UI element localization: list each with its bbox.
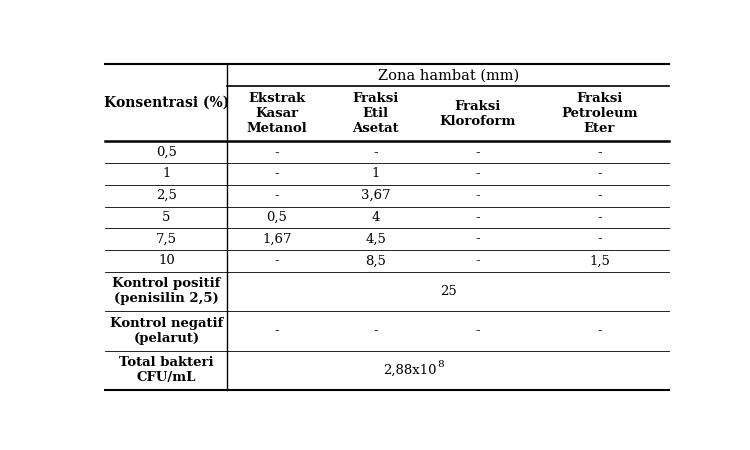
Text: -: - (475, 189, 480, 202)
Text: -: - (597, 233, 602, 246)
Text: 5: 5 (162, 211, 170, 224)
Text: 2,88x10: 2,88x10 (383, 364, 436, 377)
Text: -: - (475, 233, 480, 246)
Text: 10: 10 (158, 254, 175, 267)
Text: 3,67: 3,67 (361, 189, 391, 202)
Text: Konsentrasi (%): Konsentrasi (%) (104, 96, 229, 110)
Text: -: - (475, 167, 480, 180)
Text: 25: 25 (440, 285, 457, 298)
Text: 4,5: 4,5 (365, 233, 386, 246)
Text: 8,5: 8,5 (365, 254, 386, 267)
Text: Total bakteri
CFU/mL: Total bakteri CFU/mL (119, 356, 214, 384)
Text: -: - (475, 254, 480, 267)
Text: 0,5: 0,5 (266, 211, 287, 224)
Text: -: - (597, 167, 602, 180)
Text: Kontrol positif
(penisilin 2,5): Kontrol positif (penisilin 2,5) (112, 277, 220, 306)
Text: 2,5: 2,5 (156, 189, 177, 202)
Text: 1,67: 1,67 (262, 233, 292, 246)
Text: -: - (597, 146, 602, 159)
Text: -: - (274, 146, 279, 159)
Text: -: - (274, 189, 279, 202)
Text: Kontrol negatif
(pelarut): Kontrol negatif (pelarut) (110, 317, 223, 345)
Text: -: - (274, 254, 279, 267)
Text: -: - (374, 324, 378, 338)
Text: -: - (374, 146, 378, 159)
Text: -: - (274, 167, 279, 180)
Text: 7,5: 7,5 (156, 233, 177, 246)
Text: -: - (274, 324, 279, 338)
Text: -: - (597, 189, 602, 202)
Text: 4: 4 (371, 211, 380, 224)
Text: 1,5: 1,5 (589, 254, 610, 267)
Text: -: - (475, 146, 480, 159)
Text: -: - (597, 324, 602, 338)
Text: Fraksi
Petroleum
Eter: Fraksi Petroleum Eter (561, 92, 638, 135)
Text: Fraksi
Etil
Asetat: Fraksi Etil Asetat (352, 92, 399, 135)
Text: 8: 8 (437, 360, 444, 369)
Text: 1: 1 (371, 167, 380, 180)
Text: Zona hambat (mm): Zona hambat (mm) (378, 68, 519, 82)
Text: 1: 1 (162, 167, 170, 180)
Text: -: - (475, 211, 480, 224)
Text: 0,5: 0,5 (156, 146, 177, 159)
Text: -: - (475, 324, 480, 338)
Text: Fraksi
Kloroform: Fraksi Kloroform (440, 100, 515, 128)
Text: Ekstrak
Kasar
Metanol: Ekstrak Kasar Metanol (247, 92, 308, 135)
Text: -: - (597, 211, 602, 224)
